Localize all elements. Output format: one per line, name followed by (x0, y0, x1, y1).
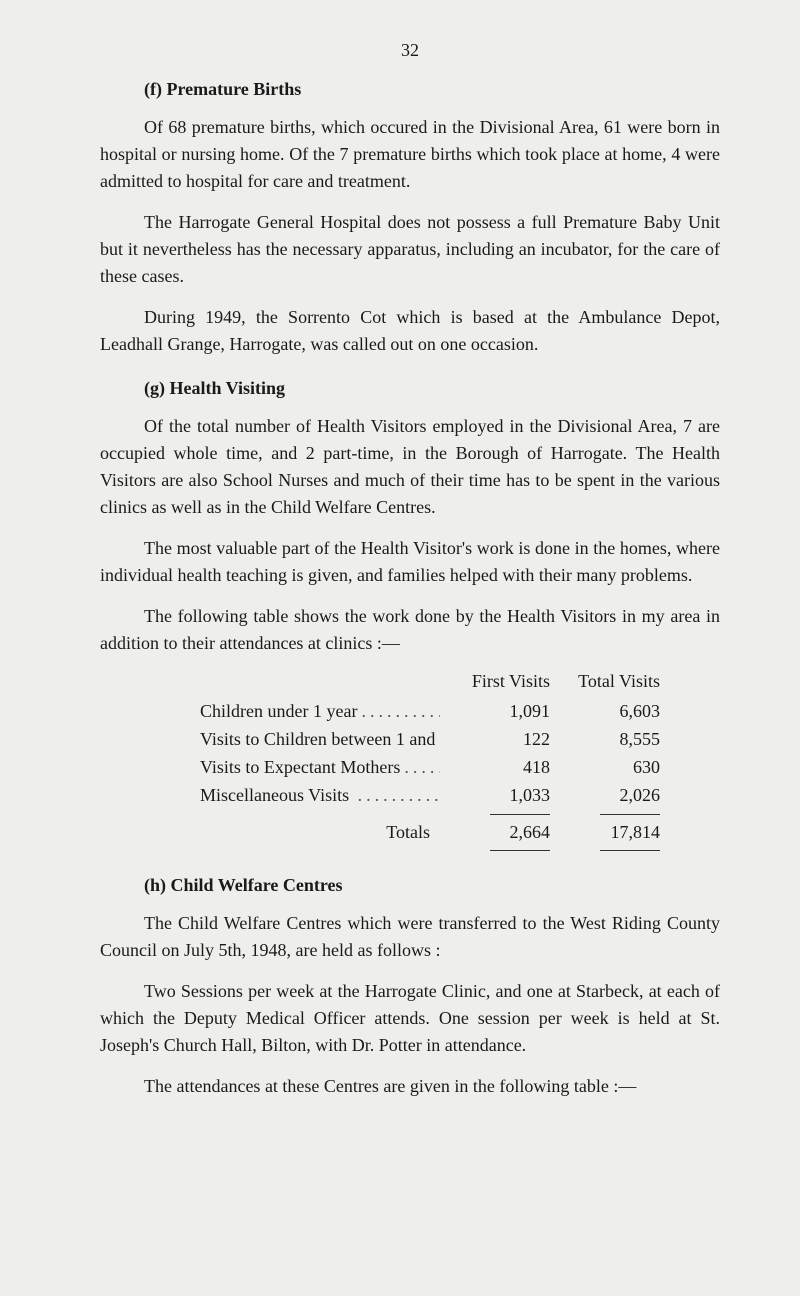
table-row-label: Visits to Children between 1 and 5 yrs. (200, 726, 440, 754)
table-cell-total: 630 (550, 754, 660, 782)
table-rule-row (200, 810, 660, 819)
table-rule-row (200, 846, 660, 855)
visits-table: First Visits Total Visits Children under… (200, 671, 660, 855)
section-f-para-3: During 1949, the Sorrento Cot which is b… (100, 304, 720, 358)
table-cell-first: 122 (440, 726, 550, 754)
section-h-heading: (h) Child Welfare Centres (144, 875, 720, 896)
table-cell-first: 418 (440, 754, 550, 782)
section-g-heading: (g) Health Visiting (144, 378, 720, 399)
table-cell-total: 6,603 (550, 698, 660, 726)
table-cell-first: 1,033 (440, 782, 550, 810)
table-header-row: First Visits Total Visits (200, 671, 660, 692)
section-g-para-1: Of the total number of Health Visitors e… (100, 413, 720, 521)
table-rule (600, 850, 660, 851)
table-col-total-visits: Total Visits (550, 671, 660, 692)
document-page: 32 (f) Premature Births Of 68 premature … (0, 0, 800, 1296)
table-rule (490, 850, 550, 851)
table-header-spacer (200, 671, 440, 692)
table-col-first-visits: First Visits (440, 671, 550, 692)
section-h-para-2: Two Sessions per week at the Harrogate C… (100, 978, 720, 1059)
section-h-para-1: The Child Welfare Centres which were tra… (100, 910, 720, 964)
section-f-para-2: The Harrogate General Hospital does not … (100, 209, 720, 290)
table-rule (600, 814, 660, 815)
section-f-para-1: Of 68 premature births, which occured in… (100, 114, 720, 195)
section-h-para-3: The attendances at these Centres are giv… (100, 1073, 720, 1100)
section-g-para-2: The most valuable part of the Health Vis… (100, 535, 720, 589)
section-f-heading: (f) Premature Births (144, 79, 720, 100)
table-row: Visits to Children between 1 and 5 yrs. … (200, 726, 660, 754)
table-totals-row: Totals 2,664 17,814 (200, 819, 660, 847)
table-row-label: Children under 1 year (200, 698, 440, 726)
table-row: Children under 1 year 1,091 6,603 (200, 698, 660, 726)
section-g-para-3: The following table shows the work done … (100, 603, 720, 657)
table-row-label: Miscellaneous Visits (200, 782, 440, 810)
table-cell-total: 2,026 (550, 782, 660, 810)
table-row-label: Visits to Expectant Mothers (200, 754, 440, 782)
table-totals-first: 2,664 (440, 819, 550, 847)
table-totals-total: 17,814 (550, 819, 660, 847)
page-number: 32 (100, 40, 720, 61)
table-row: Visits to Expectant Mothers 418 630 (200, 754, 660, 782)
table-totals-label: Totals (200, 819, 440, 847)
table-cell-first: 1,091 (440, 698, 550, 726)
table-row: Miscellaneous Visits 1,033 2,026 (200, 782, 660, 810)
table-cell-total: 8,555 (550, 726, 660, 754)
table-rule (490, 814, 550, 815)
